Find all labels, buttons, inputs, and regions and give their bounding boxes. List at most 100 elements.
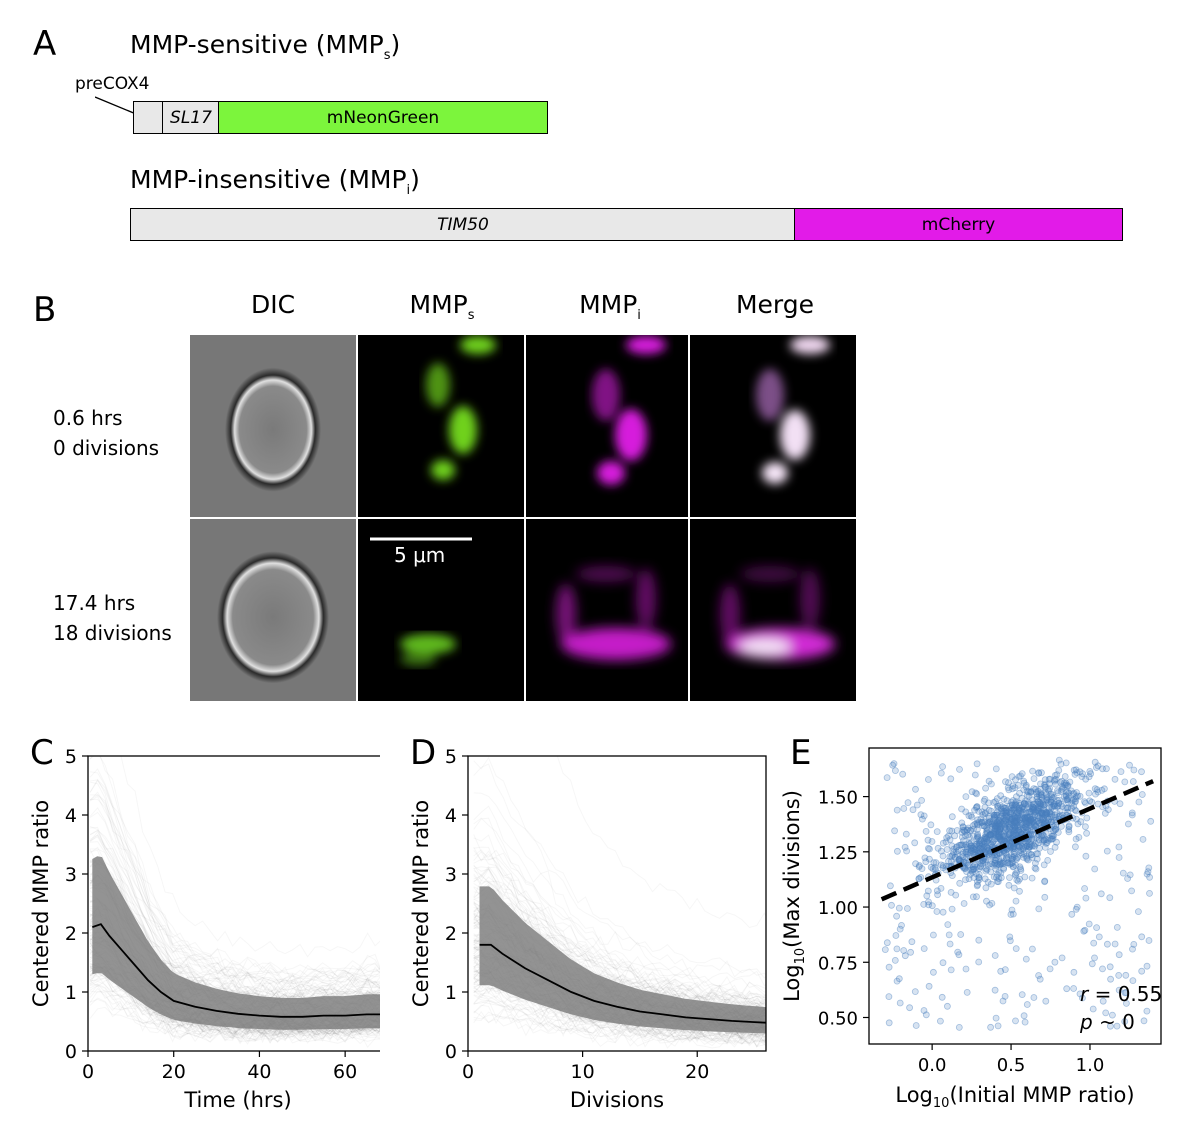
scatter-point	[1045, 815, 1053, 823]
scatter-point	[1145, 864, 1153, 872]
scatter-point	[1000, 860, 1008, 867]
scatter-point	[990, 811, 998, 819]
scatter-point	[1033, 793, 1041, 801]
scatter-point	[1076, 768, 1084, 776]
scatter-point	[928, 902, 936, 910]
scatter-point	[1012, 820, 1020, 827]
scatter-point	[973, 842, 981, 849]
scatter-point	[1020, 786, 1028, 794]
scatter-point	[999, 997, 1007, 1005]
scatter-point	[909, 806, 917, 814]
scatter-point	[1030, 816, 1038, 824]
scatter-point	[951, 832, 959, 840]
scatter-point	[1022, 824, 1030, 831]
scatter-point	[1024, 798, 1032, 806]
merge-row2-signal	[720, 566, 835, 660]
scatter-point	[1020, 850, 1028, 858]
scatter-point	[1009, 782, 1017, 790]
scatter-point	[988, 823, 996, 830]
scatter-point	[983, 835, 990, 843]
scatter-point	[1007, 844, 1014, 852]
scatter-point	[1119, 869, 1127, 877]
scatter-point	[915, 875, 923, 883]
scatter-point	[955, 856, 963, 863]
scatter-point	[1068, 796, 1076, 804]
scatter-point	[1034, 807, 1042, 814]
scatter-point	[1010, 842, 1018, 850]
scatter-point	[1122, 971, 1130, 979]
scatter-point	[1009, 826, 1017, 834]
scatter-point	[977, 863, 984, 871]
scatter-point	[1037, 793, 1045, 801]
scatter-point	[1031, 864, 1039, 872]
tim50-segment: TIM50	[130, 208, 796, 241]
scatter-point	[1013, 819, 1021, 827]
scatter-point	[993, 811, 1001, 819]
scatter-point	[1028, 854, 1036, 861]
scatter-point	[993, 830, 1001, 838]
scatter-point	[962, 832, 969, 840]
scatter-point	[1030, 994, 1038, 1001]
scatter-point	[1009, 863, 1017, 871]
scatter-point	[1003, 813, 1011, 821]
scatter-point	[1070, 796, 1077, 803]
scatter-point	[1007, 804, 1015, 812]
scatter-point	[1032, 788, 1040, 796]
scatter-point	[1040, 797, 1047, 805]
scatter-point	[1111, 775, 1119, 783]
scatter-point	[994, 878, 1002, 886]
scatter-point	[1030, 804, 1038, 812]
fit-line	[880, 779, 1155, 902]
scatter-point	[1115, 854, 1123, 861]
scatter-point	[1002, 811, 1010, 819]
scatter-point	[1052, 813, 1059, 821]
scatter-point	[1050, 801, 1058, 808]
scatter-point	[1010, 831, 1018, 839]
scatter-point	[994, 804, 1002, 812]
scatter-point	[1048, 835, 1056, 843]
scatter-point	[991, 986, 999, 994]
scatter-point	[1058, 786, 1066, 793]
scatter-point	[1038, 810, 1046, 818]
scatter-point	[964, 861, 972, 869]
scatter-point	[970, 874, 978, 881]
scatter-point	[1037, 791, 1045, 799]
scatter-point	[1046, 785, 1054, 792]
scatter-point	[1063, 795, 1071, 803]
scatter-point	[889, 761, 897, 769]
scatter-point	[1024, 816, 1032, 824]
scatter-point	[1003, 809, 1011, 817]
scatter-point	[929, 865, 937, 873]
scatter-point	[1008, 815, 1016, 823]
scatter-point	[978, 822, 986, 829]
scatter-point	[987, 807, 995, 815]
row1-divisions: 0 divisions	[53, 436, 160, 460]
scatter-point	[956, 879, 964, 887]
scatter-point	[1017, 828, 1025, 836]
scatter-point	[934, 844, 942, 852]
scatter-point	[937, 769, 945, 777]
scatter-point	[969, 866, 976, 874]
scatter-point	[1034, 804, 1041, 812]
median-line	[92, 923, 380, 1018]
scatter-point	[1129, 945, 1136, 953]
scatter-point	[1035, 809, 1043, 817]
scatter-point	[1061, 773, 1069, 780]
scatter-point	[1036, 800, 1044, 808]
scatter-point	[1014, 877, 1022, 885]
scatter-point	[1002, 817, 1010, 824]
scatter-point	[895, 975, 903, 983]
scatter-point	[1040, 814, 1048, 822]
scatter-point	[1035, 839, 1042, 847]
scatter-point	[971, 843, 979, 850]
scatter-point	[975, 958, 983, 966]
scatter-point	[991, 820, 999, 827]
scatter-point	[1016, 875, 1024, 883]
scatter-point	[1010, 812, 1018, 820]
scatter-point	[885, 1019, 893, 1027]
scatter-point	[996, 860, 1004, 867]
scatter-point	[1062, 792, 1070, 800]
scatter-point	[976, 862, 984, 870]
scatter-point	[1027, 841, 1035, 849]
scatter-point	[1108, 1011, 1116, 1019]
